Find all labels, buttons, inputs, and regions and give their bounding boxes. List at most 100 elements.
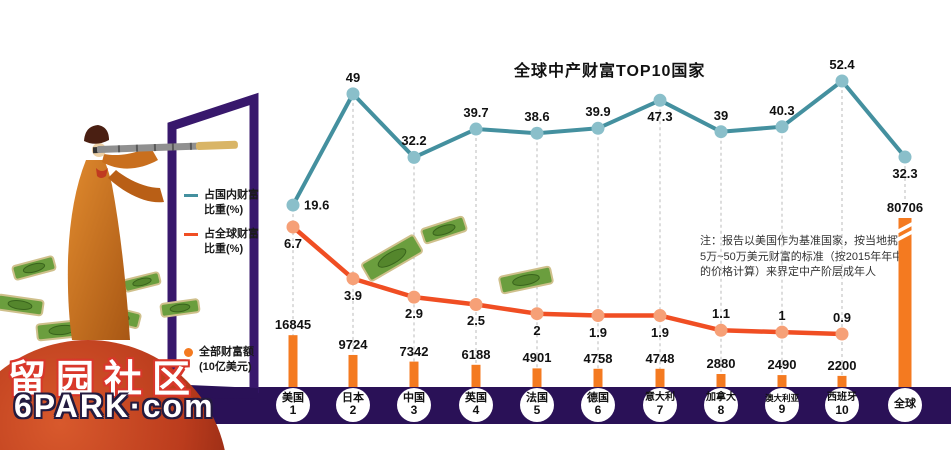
orange-point-label: 6.7	[283, 235, 303, 251]
country-circle: 美国 1	[276, 388, 310, 422]
teal-data-point	[407, 150, 421, 164]
orange-data-point	[286, 220, 300, 234]
country-name: 英国	[465, 391, 487, 404]
orange-point-label: 0.9	[832, 309, 852, 325]
country-name: 中国	[403, 391, 425, 404]
teal-point-label: 47.3	[647, 109, 673, 125]
country-name: 澳大利亚	[765, 393, 800, 404]
orange-data-point	[835, 327, 849, 341]
orange-data-point	[469, 297, 483, 311]
wealth-bar	[288, 335, 298, 387]
bar-value-label: 16845	[274, 317, 312, 333]
orange-point-label: 1	[778, 308, 786, 324]
orange-dot-swatch	[184, 348, 193, 357]
orange-point-label: 1.1	[711, 306, 731, 322]
bar-value-label: 4901	[522, 350, 552, 366]
teal-point-label: 32.3	[892, 166, 918, 182]
bar-value-label: 2200	[827, 357, 857, 373]
teal-data-point	[591, 121, 605, 135]
country-circle: 英国 4	[459, 388, 493, 422]
orange-data-point	[346, 272, 360, 286]
legend-item-domestic: 占国内财富比重(%)	[184, 188, 264, 218]
orange-point-label: 1.9	[650, 324, 670, 340]
country-name: 美国	[282, 391, 304, 404]
country-rank: 7	[656, 402, 664, 417]
country-rank: 3	[410, 403, 418, 418]
orange-data-point	[530, 307, 544, 321]
country-rank: 4	[472, 403, 480, 418]
bar-value-label: 80706	[886, 200, 924, 215]
footnote-line-1: 注：报告以美国作为基准国家，按当地拥有	[700, 235, 909, 247]
teal-point-label: 39.7	[463, 105, 489, 121]
country-circle: 加拿大 8	[704, 388, 738, 422]
bar-value-label: 2880	[706, 355, 736, 371]
teal-data-point	[469, 122, 483, 136]
country-rank: 2	[349, 403, 357, 418]
teal-point-label: 39	[713, 107, 729, 123]
wealth-bar	[837, 375, 847, 387]
wealth-bar	[471, 364, 481, 387]
teal-point-label: 52.4	[829, 57, 855, 73]
teal-point-label: 49	[345, 69, 361, 85]
wealth-bar	[409, 361, 419, 387]
orange-point-label: 1.9	[588, 324, 608, 340]
country-name: 日本	[342, 391, 364, 404]
orange-point-label: 2	[533, 322, 541, 338]
country-circle: 法国 5	[520, 388, 554, 422]
country-rank: 8	[717, 402, 725, 417]
teal-data-point	[530, 126, 544, 140]
watermark-6park: 6PARK·com	[14, 388, 215, 424]
legend-label-wealth: 全部财富额(10亿美元)	[199, 346, 254, 373]
bar-value-label: 6188	[461, 346, 491, 362]
country-rank: 9	[778, 402, 786, 417]
wealth-bar	[348, 354, 358, 387]
watermark-chinese: 留园社区	[8, 359, 201, 401]
teal-series-line	[291, 79, 907, 207]
teal-line-swatch	[184, 194, 198, 197]
orange-data-point	[407, 290, 421, 304]
country-circle: 意大利 7	[643, 388, 677, 422]
teal-point-label: 19.6	[304, 197, 330, 213]
country-circle: 中国 3	[397, 388, 431, 422]
wealth-bar	[532, 368, 542, 387]
legend-item-global: 占全球财富比重(%)	[184, 227, 264, 257]
wealth-bar	[716, 373, 726, 387]
bar-value-label: 2490	[767, 357, 797, 373]
orange-data-point	[653, 309, 667, 323]
teal-point-label: 32.2	[401, 133, 427, 149]
teal-point-label: 39.9	[585, 104, 611, 120]
footnote: 注：报告以美国作为基准国家，按当地拥有 5万~50万美元财富的标准（按2015年…	[700, 234, 909, 281]
series-legend: 占国内财富比重(%) 占全球财富比重(%)	[184, 188, 264, 265]
country-circle: 全球	[888, 388, 922, 422]
bar-value-label: 4748	[645, 350, 675, 366]
money-bill-illustration	[11, 255, 57, 281]
wealth-bar-global	[898, 218, 912, 387]
country-circle: 西班牙 10	[825, 388, 859, 422]
teal-data-point	[714, 125, 728, 139]
legend-label-global: 占全球财富比重(%)	[204, 227, 259, 255]
footnote-line-3: 的价格计算）来界定中产阶层成年人	[700, 266, 876, 278]
orange-data-point	[714, 323, 728, 337]
orange-data-point	[591, 309, 605, 323]
teal-data-point	[775, 120, 789, 134]
country-rank: 10	[835, 402, 849, 417]
legend-label-domestic: 占国内财富比重(%)	[204, 189, 259, 216]
footnote-line-2: 5万~50万美元财富的标准（按2015年年中	[700, 250, 904, 263]
wealth-bar	[655, 368, 665, 387]
globe-illustration	[0, 340, 225, 450]
man-hat	[84, 125, 109, 144]
money-bill-illustration	[159, 298, 201, 318]
wealth-bar	[593, 368, 603, 387]
orange-series-line	[291, 225, 843, 337]
orange-data-point	[775, 325, 789, 339]
teal-data-point	[898, 150, 912, 164]
country-name: 德国	[587, 391, 609, 404]
orange-line-swatch	[184, 232, 198, 236]
teal-data-point	[835, 74, 849, 88]
wealth-legend: 全部财富额(10亿美元)	[184, 345, 259, 375]
illustration	[0, 92, 259, 450]
teal-data-point	[653, 93, 667, 107]
bar-value-label: 9724	[338, 336, 368, 352]
